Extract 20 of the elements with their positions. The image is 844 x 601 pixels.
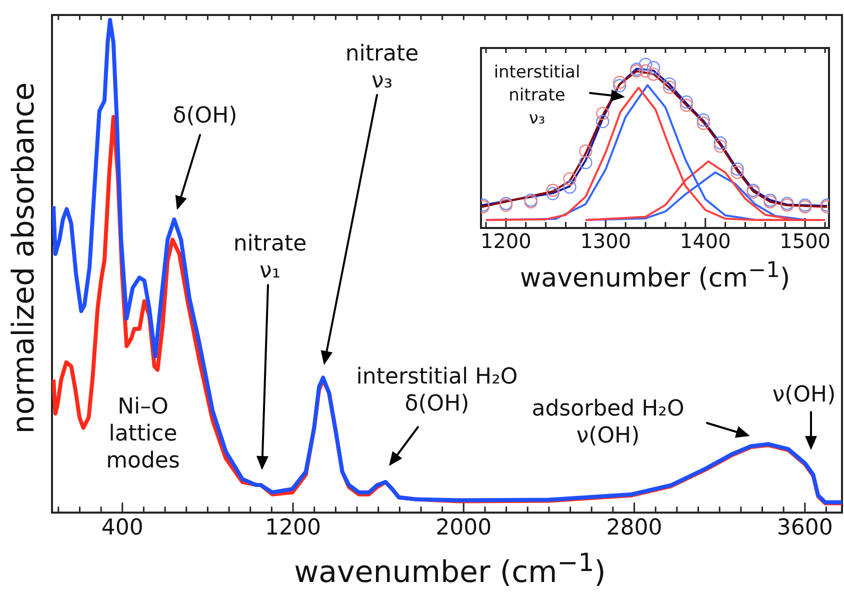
x-tick-label: 2800 <box>606 516 662 541</box>
annotation: nitrate ν₃ <box>345 42 419 94</box>
x-tick-label: 3600 <box>776 516 833 541</box>
annotation: δ(OH) <box>172 104 238 129</box>
x-tick-label: 2000 <box>436 516 492 541</box>
annotation: Ni–O lattice modes <box>106 394 180 474</box>
x-tick-label: 400 <box>101 516 144 541</box>
x-axis-title: wavenumber (cm$^{−1}$) <box>293 548 607 590</box>
x-tick-label: 1200 <box>265 516 322 541</box>
x-tick-label: 1300 <box>580 229 632 254</box>
annotation: nitrate ν₁ <box>233 232 307 284</box>
x-axis-title: wavenumber (cm$^{−1}$) <box>518 258 792 294</box>
annotation: adsorbed H₂O ν(OH) <box>532 396 684 449</box>
y-axis-title: normalized absorbance <box>6 82 42 434</box>
x-tick-label: 1500 <box>780 229 831 254</box>
x-tick-label: 1400 <box>680 229 731 254</box>
x-tick-label: 1200 <box>480 229 532 254</box>
annotation: interstitial H₂O δ(OH) <box>356 364 518 417</box>
annotation: ν(OH) <box>772 382 836 408</box>
annotation: interstitial nitrate ν₃ <box>494 62 580 128</box>
